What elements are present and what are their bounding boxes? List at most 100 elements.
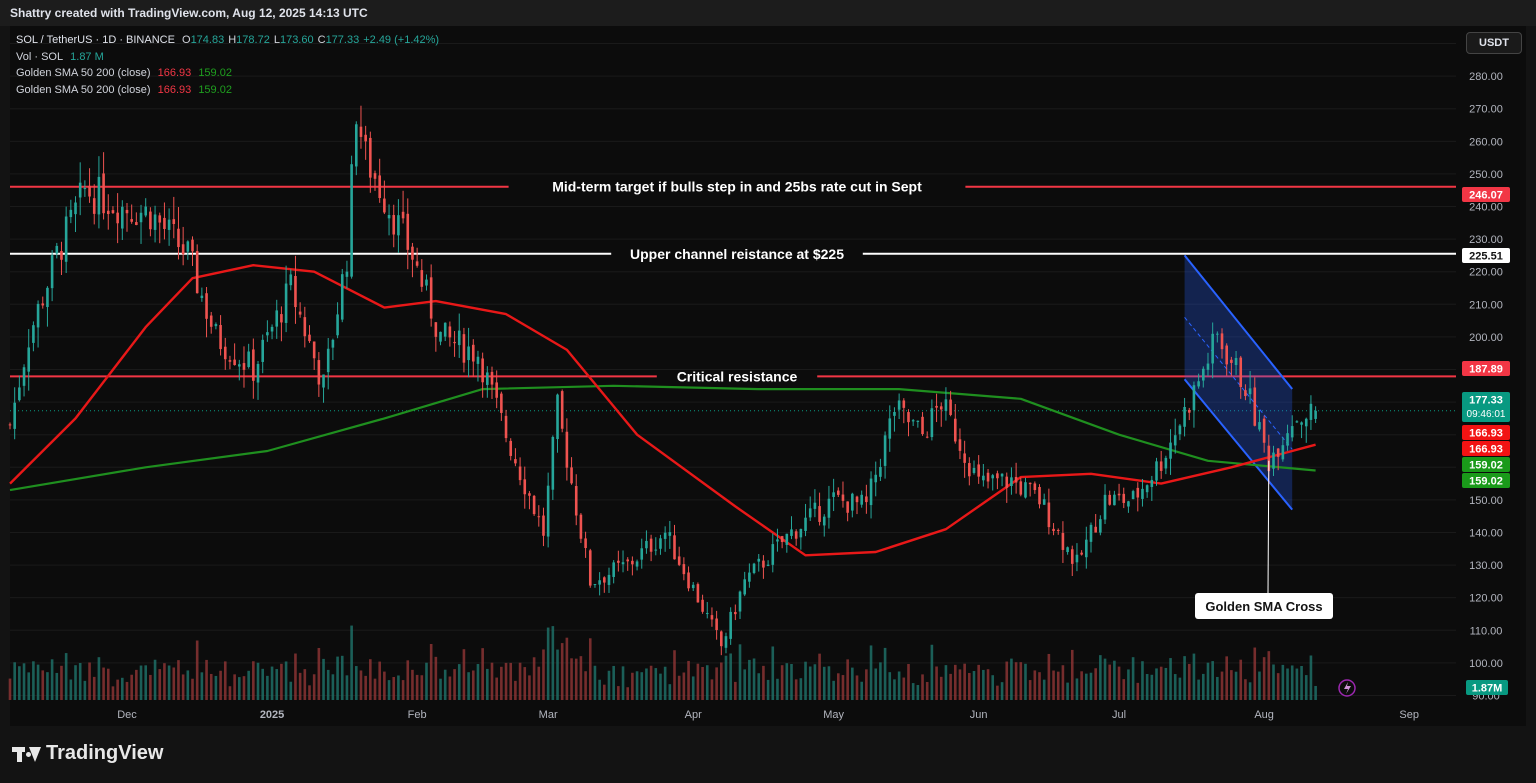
volume-bar: [200, 672, 204, 700]
candle-body: [406, 213, 410, 250]
volume-bar: [1099, 655, 1102, 700]
volume-bar: [1216, 676, 1219, 700]
candle-body: [383, 198, 386, 213]
volume-bar: [668, 684, 672, 700]
volume-bar: [326, 669, 330, 700]
candle-body: [163, 217, 166, 229]
price-tick-label: 260.00: [1469, 136, 1503, 148]
volume-bar: [1014, 662, 1018, 700]
candle-body: [266, 332, 269, 336]
volume-bar: [13, 662, 16, 700]
candle-body: [874, 474, 878, 483]
volume-bar: [1267, 651, 1271, 700]
candle-body: [556, 394, 559, 440]
volume-bar: [387, 680, 391, 700]
candle-body: [247, 351, 250, 367]
volume-bar: [565, 637, 569, 700]
candle-body: [130, 219, 133, 222]
volume-bar: [392, 677, 396, 700]
volume-bar: [111, 686, 115, 700]
candle-body: [1192, 385, 1196, 411]
volume-bar: [911, 683, 915, 700]
candle-body: [64, 216, 68, 262]
candle-body: [518, 466, 522, 481]
volume-bar: [1094, 668, 1097, 700]
volume-bar: [691, 676, 695, 700]
sma200-line: [9, 384, 1316, 492]
candle-body: [233, 359, 236, 366]
candle-body: [504, 415, 508, 439]
candle-body: [986, 472, 990, 482]
candle-body: [322, 374, 325, 388]
volume-bar: [284, 661, 288, 700]
candle-body: [1019, 481, 1023, 495]
candle-body: [181, 244, 185, 255]
candle-body: [1070, 549, 1074, 564]
volume-bar: [1183, 656, 1186, 700]
volume-bar: [598, 679, 601, 700]
candle-body: [612, 562, 615, 577]
candle-body: [397, 215, 400, 236]
time-tick-label: Aug: [1254, 709, 1274, 721]
candle-body: [448, 326, 452, 338]
candle-body: [298, 311, 302, 315]
candle-body: [977, 464, 980, 477]
candle-body: [74, 202, 77, 215]
volume-bar: [1061, 665, 1065, 700]
volume-badge-value: 1.87M: [1472, 683, 1503, 695]
volume-bar: [1253, 647, 1257, 700]
price-tick-label: 150.00: [1469, 495, 1503, 507]
candle-body: [102, 173, 105, 214]
candle-body: [1220, 333, 1224, 350]
candle-body: [373, 173, 377, 179]
candle-body: [1028, 482, 1032, 485]
candle-body: [930, 408, 934, 438]
price-tick-label: 100.00: [1469, 658, 1503, 670]
currency-button[interactable]: USDT: [1466, 32, 1522, 54]
candle-body: [172, 219, 176, 224]
volume-bar: [238, 677, 241, 700]
candle-body: [1262, 418, 1266, 443]
volume-bar: [1056, 671, 1060, 700]
tradingview-logo[interactable]: TradingView: [12, 742, 163, 765]
volume-bar: [729, 653, 732, 700]
candle-body: [434, 322, 438, 337]
candle-body: [949, 399, 952, 415]
candle-body: [963, 453, 966, 463]
candle-body: [705, 613, 709, 615]
volume-bar: [1010, 658, 1013, 700]
candle-body: [720, 631, 723, 647]
volume-bar: [429, 643, 433, 700]
indicator-label: Golden SMA 50 200 (close): [16, 83, 151, 96]
volume-bar: [130, 674, 133, 700]
volume-bar: [1141, 661, 1144, 700]
candle-body: [387, 214, 391, 219]
volume-bar: [1300, 665, 1303, 700]
volume-bar: [556, 649, 559, 700]
volume-bar: [205, 659, 208, 700]
candle-body: [865, 496, 868, 503]
volume-bar: [411, 669, 414, 700]
volume-bar: [827, 666, 831, 700]
candle-body: [780, 536, 784, 543]
volume-bar: [354, 666, 358, 700]
volume-bar: [462, 649, 466, 700]
candle-body: [659, 538, 662, 549]
candle-body: [1304, 418, 1308, 427]
candle-body: [790, 529, 793, 536]
time-tick-label: Sep: [1399, 709, 1419, 721]
candle-body: [97, 176, 101, 215]
candle-body: [8, 424, 12, 426]
candle-body: [654, 549, 658, 551]
candle-body: [439, 331, 442, 342]
candle-body: [776, 539, 779, 542]
volume-bar: [457, 664, 461, 700]
volume-bar: [1220, 671, 1224, 700]
volume-bar: [794, 679, 798, 700]
volume-bar: [1225, 656, 1228, 700]
volume-bar: [659, 673, 662, 700]
volume-bar: [1258, 671, 1261, 700]
candle-body: [1173, 435, 1177, 446]
volume-bar: [116, 679, 119, 700]
